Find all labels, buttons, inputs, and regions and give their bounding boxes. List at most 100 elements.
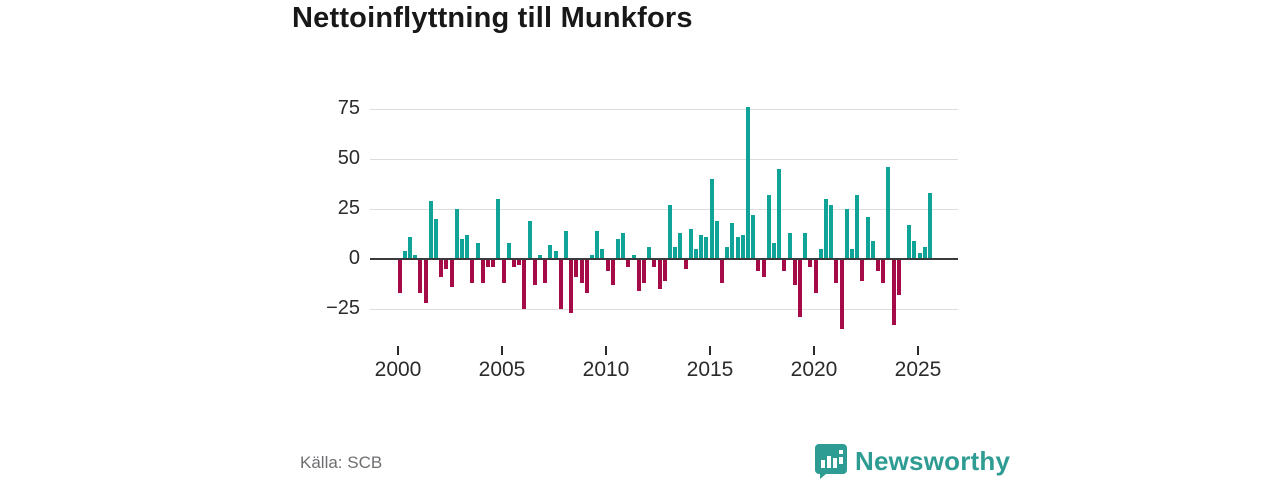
x-axis-tick-label: 2015 (686, 358, 734, 381)
bar-positive (886, 167, 891, 259)
bar-negative (797, 259, 802, 317)
bar-positive (465, 235, 470, 259)
bar-negative (501, 259, 506, 283)
bar-positive (402, 251, 407, 259)
bar-negative (449, 259, 454, 287)
bar-positive (870, 241, 875, 259)
bar-positive (553, 251, 558, 259)
bar-negative (439, 259, 444, 277)
bar-negative (657, 259, 662, 289)
bar-positive (527, 221, 532, 259)
bar-positive (844, 209, 849, 259)
bar-positive (459, 239, 464, 259)
bar-positive (777, 169, 782, 259)
bar-positive (912, 241, 917, 259)
bar-positive (714, 221, 719, 259)
bar-positive (803, 233, 808, 259)
bar-negative (574, 259, 579, 277)
bar-positive (506, 243, 511, 259)
x-axis-tick-label: 2010 (582, 358, 630, 381)
bar-negative (626, 259, 631, 267)
bar-negative (813, 259, 818, 293)
bar-negative (808, 259, 813, 267)
source-note: Källa: SCB (300, 453, 383, 472)
bar-negative (792, 259, 797, 285)
y-axis-tick-label: 0 (348, 247, 360, 269)
chart-title: Nettoinflyttning till Munkfors (292, 2, 693, 34)
bar-negative (891, 259, 896, 325)
bar-positive (849, 249, 854, 259)
bar-positive (704, 237, 709, 259)
bar-positive (688, 229, 693, 259)
bar-negative (569, 259, 574, 313)
bar-positive (678, 233, 683, 259)
y-axis-tick-label: 75 (337, 97, 360, 119)
bar-positive (917, 253, 922, 259)
bar-positive (829, 205, 834, 259)
bar-negative (543, 259, 548, 283)
bar-positive (631, 255, 636, 259)
bar-positive (428, 201, 433, 259)
x-axis-tick (917, 346, 919, 355)
bar-negative (605, 259, 610, 271)
gridline (370, 209, 958, 210)
bar-negative (532, 259, 537, 285)
x-axis-tick (605, 346, 607, 355)
bar-positive (407, 237, 412, 259)
bar-negative (397, 259, 402, 293)
bar-positive (647, 247, 652, 259)
bar-positive (454, 209, 459, 259)
bar-negative (485, 259, 490, 267)
bar-negative (418, 259, 423, 293)
bar-negative (584, 259, 589, 293)
bar-negative (683, 259, 688, 269)
bar-positive (865, 217, 870, 259)
bar-positive (548, 245, 553, 259)
bar-positive (855, 195, 860, 259)
bar-negative (875, 259, 880, 271)
bar-positive (433, 219, 438, 259)
newsworthy-wordmark: Newsworthy (855, 445, 1011, 476)
x-axis-tick (813, 346, 815, 355)
bar-negative (834, 259, 839, 283)
bar-negative (491, 259, 496, 267)
bar-positive (735, 237, 740, 259)
bar-positive (709, 179, 714, 259)
bar-positive (818, 249, 823, 259)
bar-negative (719, 259, 724, 283)
x-axis-tick (709, 346, 711, 355)
bar-positive (927, 193, 932, 259)
bar-negative (522, 259, 527, 309)
bar-negative (511, 259, 516, 267)
x-axis-tick-label: 2005 (478, 358, 526, 381)
bar-negative (579, 259, 584, 283)
bar-negative (558, 259, 563, 309)
bar-positive (787, 233, 792, 259)
bar-positive (475, 243, 480, 259)
bar-negative (636, 259, 641, 291)
bar-positive (907, 225, 912, 259)
x-axis-tick-label: 2025 (894, 358, 942, 381)
bar-positive (693, 249, 698, 259)
bar-positive (823, 199, 828, 259)
bar-negative (480, 259, 485, 283)
bar-negative (470, 259, 475, 283)
bar-positive (621, 233, 626, 259)
bar-negative (881, 259, 886, 283)
bar-positive (730, 223, 735, 259)
bar-positive (496, 199, 501, 259)
bar-positive (563, 231, 568, 259)
bar-negative (652, 259, 657, 267)
y-axis-tick-label: 25 (337, 197, 360, 219)
x-axis-tick (397, 346, 399, 355)
plot-area: 75 50 25 0 −25 2000 2005 2010 2015 2020 2025 (326, 90, 958, 381)
bar-negative (756, 259, 761, 271)
y-axis-tick-label: 50 (337, 147, 360, 169)
bar-negative (444, 259, 449, 269)
bar-positive (537, 255, 542, 259)
bar-negative (423, 259, 428, 303)
bar-positive (667, 205, 672, 259)
x-axis-tick (501, 346, 503, 355)
gridline (370, 109, 958, 110)
